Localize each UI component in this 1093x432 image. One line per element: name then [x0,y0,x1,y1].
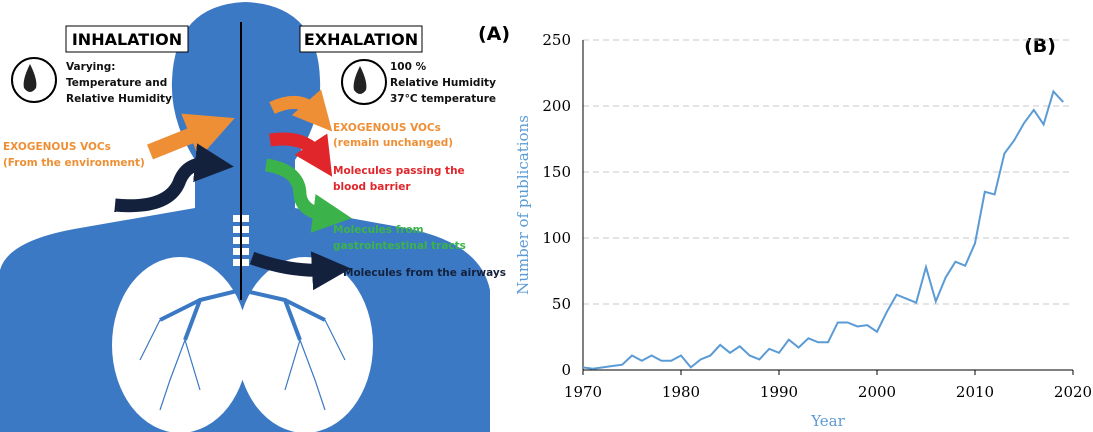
y-tick-label: 50 [552,295,571,313]
x-tick-label: 2000 [858,383,896,401]
exogenous-in-label: EXOGENOUS VOCs (From the environment) [3,141,145,169]
panel-label: (B) [1024,35,1056,57]
chart: (B) Year Number of publications 0 50 100 15… [514,31,1092,430]
exhalation-conditions: 100 % Relative Humidity 37°C temperature [390,61,500,105]
y-tick-label: 100 [542,229,571,247]
x-tick-label: 1990 [760,383,798,401]
diagram: INHALATION EXHALATION (A) Varying: Tempe… [0,2,510,432]
exogenous-out-label: EXOGENOUS VOCs (remain unchanged) [333,122,453,149]
air-label: Air [114,203,132,215]
blood-label: Molecules passing the blood barrier [333,165,468,193]
data-line [583,91,1063,368]
x-axis-label: Year [810,412,845,430]
y-axis-label: Number of publications [514,115,532,295]
airways-label: Molecules from the airways [343,267,506,279]
y-tick-label: 150 [542,163,571,181]
y-tick-label: 250 [542,31,571,49]
y-tick-label: 0 [561,361,571,379]
x-tick-label: 1980 [662,383,700,401]
figure: INHALATION EXHALATION (A) Varying: Tempe… [0,0,1093,432]
x-tick-label: 2020 [1054,383,1092,401]
x-tick-label: 2010 [956,383,994,401]
panel-label: (A) [478,23,510,45]
lung-right [237,257,373,432]
y-tick-label: 200 [542,97,571,115]
inhalation-conditions: Varying: Temperature and Relative Humidi… [66,61,172,105]
exhalation-title: EXHALATION [304,30,418,49]
arrow-air [115,164,208,206]
lung-left [112,257,248,432]
inhalation-title: INHALATION [72,30,182,49]
x-tick-label: 1970 [564,383,602,401]
